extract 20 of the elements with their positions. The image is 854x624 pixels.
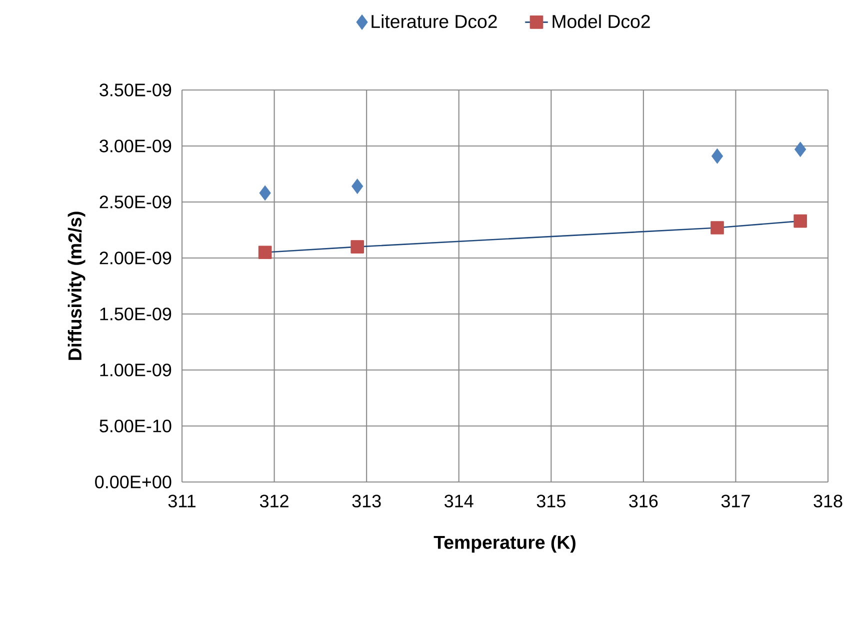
y-tick-label: 3.50E-09: [100, 84, 172, 96]
y-tick-label: 2.50E-09: [100, 196, 172, 208]
x-tick-label: 316: [629, 494, 658, 508]
y-axis-title: Diffusivity (m2/s): [68, 212, 86, 360]
y-tick-label: 1.00E-09: [100, 364, 172, 376]
x-tick-label: 315: [536, 494, 566, 508]
x-tick-label: 312: [260, 494, 288, 508]
x-tick-label: 317: [721, 494, 750, 508]
x-tick-label: 311: [168, 494, 196, 508]
legend-label: Model Dco2: [552, 14, 650, 28]
legend-label: Literature Dco2: [372, 14, 497, 28]
y-tick-label: 3.00E-09: [100, 140, 172, 152]
y-tick-label: 5.00E-10: [100, 420, 172, 432]
x-tick-label: 313: [352, 494, 381, 508]
x-tick-label: 314: [444, 494, 474, 508]
x-tick-label: 318: [814, 494, 842, 508]
x-axis-title: Temperature (K): [434, 535, 576, 553]
y-tick-label: 2.00E-09: [100, 252, 172, 264]
y-tick-label: 0.00E+00: [95, 476, 172, 488]
y-tick-label: 1.50E-09: [100, 308, 172, 320]
